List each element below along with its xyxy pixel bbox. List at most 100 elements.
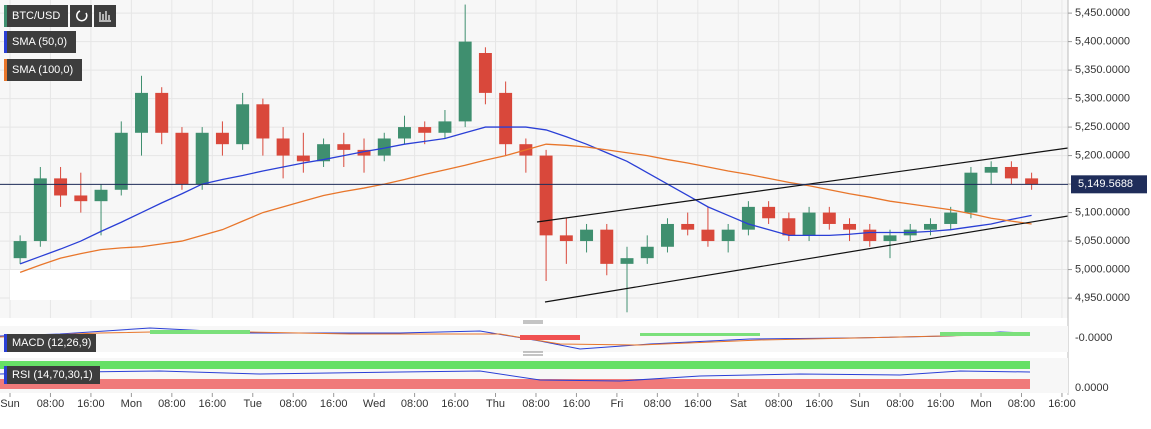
x-tick-label: 08:00	[522, 398, 550, 410]
x-tick-label: Sun	[0, 398, 20, 410]
rsi-axis-label: 0.0000	[1075, 382, 1109, 394]
x-tick-label: Tue	[243, 398, 262, 410]
candle-body	[317, 144, 331, 162]
candle-body	[681, 223, 695, 230]
x-tick-label: 16:00	[684, 398, 712, 410]
candle-body	[802, 212, 816, 236]
candle-body	[256, 104, 270, 139]
macd-histogram	[150, 330, 250, 334]
x-tick-label: 16:00	[927, 398, 955, 410]
sma50-stripe	[4, 31, 7, 53]
y-tick-label: 5,350.0000	[1075, 64, 1130, 76]
x-tick-label: 08:00	[37, 398, 65, 410]
symbol-stripe	[4, 5, 7, 27]
indicator-label: RSI (14,70,30,1)	[12, 369, 93, 381]
candle-body	[539, 155, 553, 236]
candle-body	[215, 132, 229, 145]
x-tick-label: 08:00	[158, 398, 186, 410]
refresh-button[interactable]	[70, 5, 92, 27]
settings-button[interactable]	[94, 5, 116, 27]
candle-body	[600, 229, 614, 264]
sma-line	[19, 143, 1032, 274]
x-tick-label: Sat	[730, 398, 747, 410]
rsi-stripe	[4, 366, 7, 384]
candle-body	[944, 212, 958, 224]
candle-body	[741, 206, 755, 230]
x-tick-label: 16:00	[563, 398, 591, 410]
y-tick-label: 5,100.0000	[1075, 206, 1130, 218]
candle-body	[296, 155, 310, 162]
candle-body	[458, 41, 472, 122]
candle-body	[580, 229, 594, 242]
candle-body	[721, 229, 735, 242]
candle-body	[175, 132, 189, 185]
rsi-box[interactable]	[4, 366, 100, 384]
candle-body	[1025, 178, 1039, 185]
y-tick-label: 5,200.0000	[1075, 149, 1130, 161]
candle-body	[701, 229, 715, 242]
x-tick-label: Mon	[970, 398, 991, 410]
candle-body	[499, 92, 513, 145]
y-tick-label: 4,950.0000	[1075, 292, 1130, 304]
symbol-label: BTC/USD	[12, 10, 60, 22]
sma-line	[19, 126, 1032, 265]
candle-body	[155, 92, 169, 133]
y-tick-label: 5,250.0000	[1075, 121, 1130, 133]
sma100-box[interactable]	[4, 59, 82, 81]
sma100-stripe	[4, 59, 7, 81]
x-tick-label: 16:00	[320, 398, 348, 410]
candle-body	[1004, 166, 1018, 179]
macd-histogram	[640, 333, 760, 336]
candle-body	[418, 127, 432, 133]
y-tick-label: 5,450.0000	[1075, 7, 1130, 19]
legend-label: SMA (100,0)	[12, 64, 73, 76]
macd-histogram	[940, 332, 1030, 336]
blank-box	[10, 270, 130, 300]
x-tick-label: Thu	[486, 398, 505, 410]
candle-body	[135, 92, 148, 133]
y-tick-label: 5,300.0000	[1075, 92, 1130, 104]
x-tick-label: Sun	[850, 398, 870, 410]
candle-body	[843, 223, 857, 230]
refresh-icon	[76, 10, 88, 22]
candle-body	[54, 178, 68, 196]
x-tick-label: 08:00	[644, 398, 672, 410]
candle-body	[620, 258, 634, 264]
symbol-box[interactable]	[4, 5, 68, 27]
x-tick-label: 08:00	[1008, 398, 1036, 410]
sma50-box[interactable]	[4, 31, 76, 53]
candle-body	[822, 212, 836, 224]
x-tick-label: 16:00	[441, 398, 469, 410]
candle-body	[640, 246, 654, 259]
candle-body	[438, 121, 452, 133]
candle-body	[33, 178, 47, 242]
macd-histogram	[520, 335, 580, 340]
candle-body	[923, 223, 937, 230]
candle-body	[478, 53, 492, 93]
legend-label: SMA (50,0)	[12, 36, 67, 48]
indicator-label: MACD (12,26,9)	[12, 337, 91, 349]
x-tick-label: Wed	[363, 398, 385, 410]
y-tick-label: 5,000.0000	[1075, 263, 1130, 275]
y-tick-label: 5,400.0000	[1075, 36, 1130, 48]
candle-body	[377, 138, 391, 156]
macd-axis-label: -0.0000	[1075, 332, 1112, 344]
settings-icon	[99, 11, 111, 22]
y-tick-label: 5,050.0000	[1075, 235, 1130, 247]
candle-body	[559, 235, 573, 242]
candle-body	[782, 218, 796, 236]
x-tick-label: 08:00	[401, 398, 429, 410]
candle-body	[984, 166, 998, 173]
marks	[13, 4, 1039, 313]
candle-body	[195, 132, 209, 185]
candle-body	[94, 189, 108, 202]
macd-box[interactable]	[4, 334, 96, 352]
candle-body	[883, 235, 897, 242]
plot-area	[0, 0, 1068, 318]
candle-body	[357, 149, 371, 156]
macd-stripe	[4, 334, 7, 352]
candle-body	[276, 138, 290, 156]
x-tick-label: 08:00	[279, 398, 307, 410]
x-tick-label: 16:00	[199, 398, 227, 410]
